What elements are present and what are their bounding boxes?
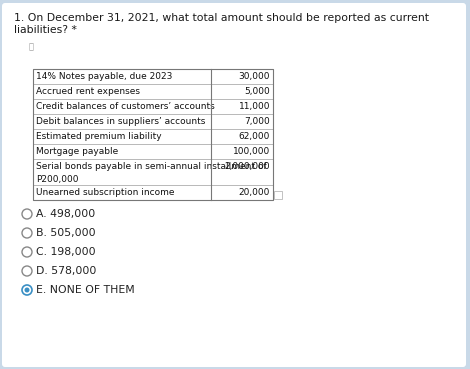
Text: 1. On December 31, 2021, what total amount should be reported as current: 1. On December 31, 2021, what total amou… [14, 13, 429, 23]
Text: P200,000: P200,000 [36, 175, 78, 184]
Bar [33, 69, 211, 84]
Text: 2,000,000: 2,000,000 [224, 162, 270, 171]
Bar [33, 84, 211, 99]
Bar [211, 144, 273, 159]
Bar [211, 185, 273, 200]
Text: 100,000: 100,000 [233, 147, 270, 156]
Bar [211, 129, 273, 144]
Bar [33, 69, 273, 200]
Bar [33, 159, 211, 185]
Bar [33, 144, 211, 159]
Bar [211, 114, 273, 129]
Bar [211, 84, 273, 99]
Text: Accrued rent expenses: Accrued rent expenses [36, 87, 140, 96]
Text: 14% Notes payable, due 2023: 14% Notes payable, due 2023 [36, 72, 172, 81]
Circle shape [22, 228, 32, 238]
Text: liabilities? *: liabilities? * [14, 25, 77, 35]
Bar [33, 129, 211, 144]
Text: D. 578,000: D. 578,000 [36, 266, 96, 276]
Text: Serial bonds payable in semi-annual installment of: Serial bonds payable in semi-annual inst… [36, 162, 266, 171]
Text: Credit balances of customers’ accounts: Credit balances of customers’ accounts [36, 102, 215, 111]
FancyBboxPatch shape [2, 3, 466, 367]
Bar [33, 114, 211, 129]
Text: 11,000: 11,000 [238, 102, 270, 111]
Text: 30,000: 30,000 [238, 72, 270, 81]
Text: C. 198,000: C. 198,000 [36, 247, 95, 257]
Text: Unearned subscription income: Unearned subscription income [36, 188, 174, 197]
Bar [211, 69, 273, 84]
Text: E. NONE OF THEM: E. NONE OF THEM [36, 285, 135, 295]
Text: 7,000: 7,000 [244, 117, 270, 126]
Text: B. 505,000: B. 505,000 [36, 228, 95, 238]
Bar [211, 99, 273, 114]
Bar [274, 191, 282, 199]
Text: 62,000: 62,000 [239, 132, 270, 141]
Bar [33, 99, 211, 114]
Circle shape [22, 266, 32, 276]
Bar [211, 159, 273, 185]
Circle shape [22, 285, 32, 295]
Text: Estimated premium liability: Estimated premium liability [36, 132, 162, 141]
Text: 20,000: 20,000 [239, 188, 270, 197]
Circle shape [22, 209, 32, 219]
Bar [33, 185, 211, 200]
Text: Debit balances in suppliers’ accounts: Debit balances in suppliers’ accounts [36, 117, 205, 126]
Circle shape [24, 287, 30, 293]
Text: Mortgage payable: Mortgage payable [36, 147, 118, 156]
Text: ⎙: ⎙ [29, 42, 34, 51]
Text: A. 498,000: A. 498,000 [36, 209, 95, 219]
Text: 5,000: 5,000 [244, 87, 270, 96]
Circle shape [22, 247, 32, 257]
